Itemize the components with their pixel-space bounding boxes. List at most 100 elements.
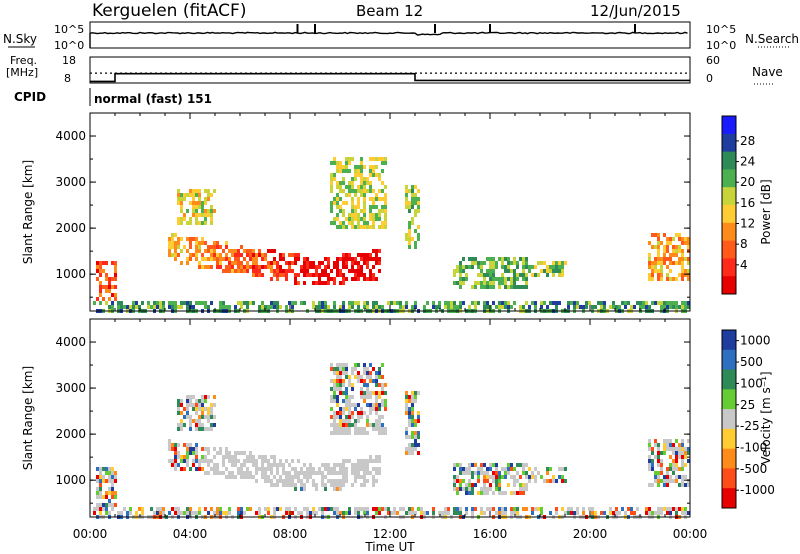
heatmap-cell	[348, 415, 351, 419]
heatmap-cell	[405, 391, 408, 395]
heatmap-cell	[513, 257, 516, 261]
heatmap-cell	[357, 301, 360, 305]
heatmap-cell	[264, 257, 267, 261]
heatmap-cell	[342, 363, 345, 367]
heatmap-cell	[297, 511, 300, 515]
heatmap-cell	[285, 269, 288, 273]
heatmap-cell	[342, 475, 345, 479]
heatmap-cell	[288, 507, 291, 511]
heatmap-cell	[207, 459, 210, 463]
heatmap-cell	[249, 475, 252, 479]
heatmap-cell	[273, 249, 276, 253]
heatmap-cell	[375, 277, 378, 281]
nave-tick-top: 60	[706, 54, 720, 67]
heatmap-cell	[681, 463, 684, 467]
heatmap-cell	[417, 435, 420, 439]
heatmap-cell	[537, 261, 540, 265]
heatmap-cell	[492, 257, 495, 261]
heatmap-cell	[432, 507, 435, 511]
heatmap-cell	[378, 209, 381, 213]
heatmap-cell	[240, 451, 243, 455]
heatmap-cell	[531, 511, 534, 515]
heatmap-cell	[369, 185, 372, 189]
x-tick-label: 00:00	[673, 527, 708, 541]
heatmap-cell	[204, 455, 207, 459]
heatmap-cell	[480, 487, 483, 491]
heatmap-cell	[405, 185, 408, 189]
heatmap-cell	[411, 415, 414, 419]
heatmap-cell	[498, 479, 501, 483]
heatmap-cell	[462, 281, 465, 285]
heatmap-cell	[378, 403, 381, 407]
heatmap-cell	[351, 177, 354, 181]
heatmap-cell	[489, 507, 492, 511]
heatmap-cell	[363, 479, 366, 483]
heatmap-cell	[333, 217, 336, 221]
heatmap-cell	[219, 261, 222, 265]
heatmap-cell	[513, 261, 516, 265]
heatmap-cell	[660, 511, 663, 515]
heatmap-cell	[162, 507, 165, 511]
heatmap-cell	[105, 277, 108, 281]
heatmap-cell	[369, 253, 372, 257]
colorbar-swatch	[722, 222, 736, 242]
heatmap-cell	[504, 305, 507, 309]
heatmap-cell	[363, 467, 366, 471]
heatmap-cell	[240, 261, 243, 265]
heatmap-cell	[372, 483, 375, 487]
heatmap-cell	[351, 411, 354, 415]
heatmap-cell	[525, 277, 528, 281]
heatmap-cell	[339, 383, 342, 387]
heatmap-cell	[348, 169, 351, 173]
heatmap-cell	[252, 269, 255, 273]
heatmap-cell	[198, 399, 201, 403]
heatmap-cell	[312, 471, 315, 475]
heatmap-cell	[159, 507, 162, 511]
heatmap-cell	[369, 273, 372, 277]
heatmap-cell	[666, 467, 669, 471]
heatmap-cell	[411, 443, 414, 447]
heatmap-cell	[684, 475, 687, 479]
heatmap-cell	[384, 217, 387, 221]
heatmap-cell	[351, 217, 354, 221]
heatmap-cell	[354, 367, 357, 371]
heatmap-cell	[648, 305, 651, 309]
heatmap-cell	[363, 363, 366, 367]
heatmap-cell	[246, 261, 249, 265]
heatmap-cell	[369, 363, 372, 367]
heatmap-cell	[555, 305, 558, 309]
heatmap-cell	[675, 305, 678, 309]
heatmap-cell	[465, 507, 468, 511]
heatmap-cell	[282, 463, 285, 467]
heatmap-cell	[207, 447, 210, 451]
heatmap-cell	[222, 455, 225, 459]
heatmap-cell	[300, 479, 303, 483]
heatmap-cell	[357, 273, 360, 277]
heatmap-cell	[477, 281, 480, 285]
heatmap-cell	[111, 507, 114, 511]
heatmap-cell	[678, 443, 681, 447]
heatmap-cell	[351, 403, 354, 407]
heatmap-cell	[186, 305, 189, 309]
heatmap-cell	[348, 411, 351, 415]
heatmap-cell	[219, 451, 222, 455]
heatmap-cell	[291, 459, 294, 463]
heatmap-cell	[348, 301, 351, 305]
heatmap-cell	[519, 483, 522, 487]
heatmap-cell	[105, 289, 108, 293]
heatmap-cell	[159, 511, 162, 515]
heatmap-cell	[180, 423, 183, 427]
heatmap-cell	[666, 245, 669, 249]
heatmap-cell	[117, 301, 120, 305]
heatmap-cell	[354, 375, 357, 379]
heatmap-cell	[372, 257, 375, 261]
heatmap-cell	[603, 305, 606, 309]
heatmap-cell	[201, 467, 204, 471]
heatmap-cell	[672, 249, 675, 253]
heatmap-cell	[465, 273, 468, 277]
heatmap-cell	[465, 471, 468, 475]
heatmap-cell	[342, 257, 345, 261]
heatmap-cell	[195, 427, 198, 431]
heatmap-cell	[603, 301, 606, 305]
heatmap-cell	[384, 157, 387, 161]
